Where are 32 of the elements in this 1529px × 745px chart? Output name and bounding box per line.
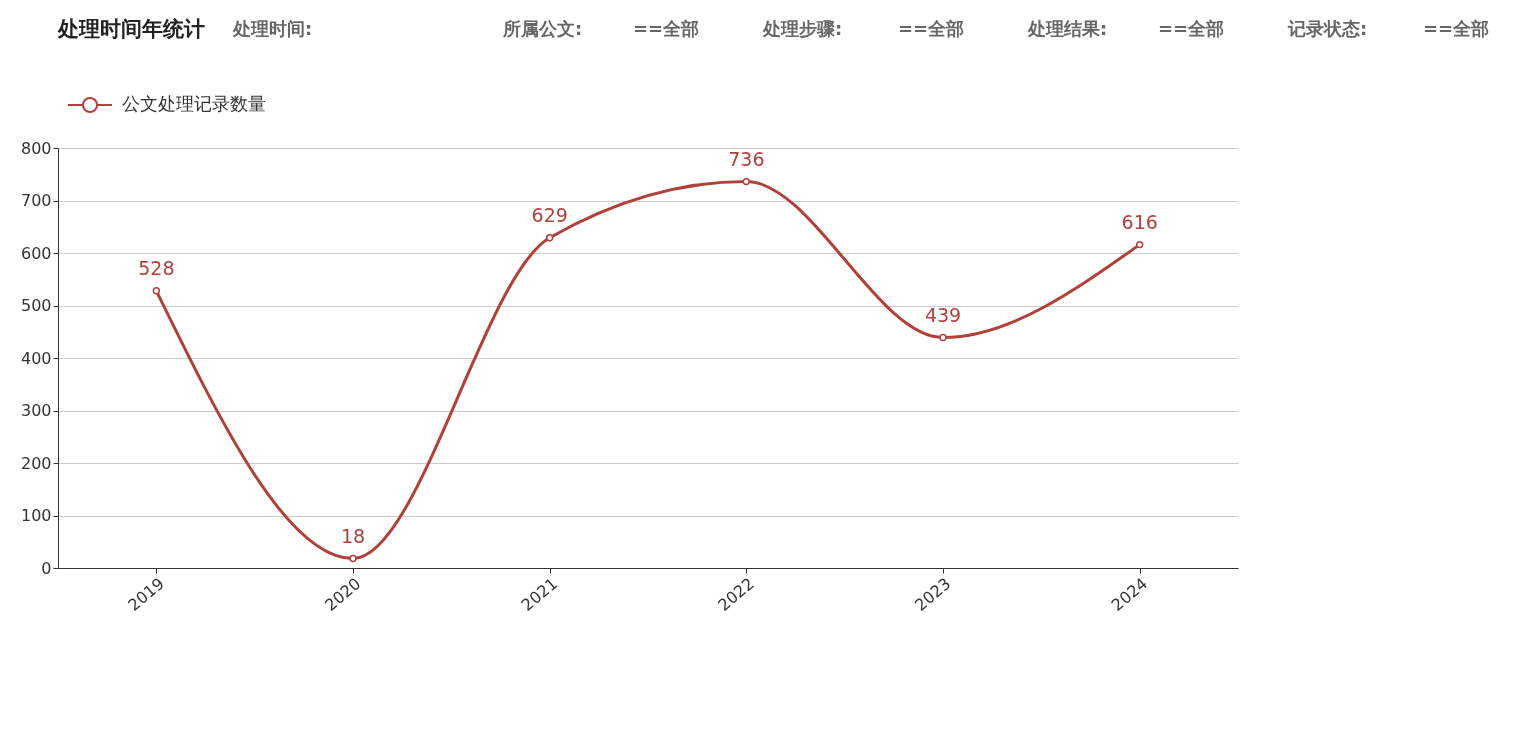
y-tick-label: 0 xyxy=(41,558,52,578)
y-tick-label: 600 xyxy=(20,243,52,263)
y-tick-label: 500 xyxy=(20,296,52,315)
point xyxy=(939,333,947,342)
text: ==全部 xyxy=(898,18,965,39)
y-tick-label: 300 xyxy=(20,401,52,420)
y-tick-label: 800 xyxy=(20,138,52,158)
text: 记录状态: xyxy=(1287,18,1368,39)
point xyxy=(742,177,751,186)
point xyxy=(152,287,161,295)
data-label: 439 xyxy=(924,303,962,326)
point xyxy=(1135,240,1144,249)
text: ==全部 xyxy=(1423,18,1490,39)
data-label: 616 xyxy=(1121,210,1158,233)
y-tick-label: 200 xyxy=(20,453,52,473)
data-label: 629 xyxy=(531,203,568,226)
text: 所属公文: xyxy=(502,18,583,39)
data-label: 528 xyxy=(138,256,175,279)
data-label: 736 xyxy=(728,147,765,170)
y-tick-label: 700 xyxy=(20,191,52,210)
text: ==全部 xyxy=(1158,18,1225,39)
y-tick-label: 400 xyxy=(20,348,52,368)
text: 处理步骤: xyxy=(762,18,843,39)
point xyxy=(349,554,357,563)
data-label: 18 xyxy=(340,524,366,547)
legend-label: 公文处理记录数量 xyxy=(122,93,266,114)
text: 处理结果: xyxy=(1027,18,1108,39)
chart-title: 处理时间年统计 xyxy=(57,17,205,41)
point xyxy=(545,234,554,242)
text: 处理时间: xyxy=(232,18,313,39)
y-tick-label: 100 xyxy=(20,506,52,525)
text: ==全部 xyxy=(633,18,700,39)
